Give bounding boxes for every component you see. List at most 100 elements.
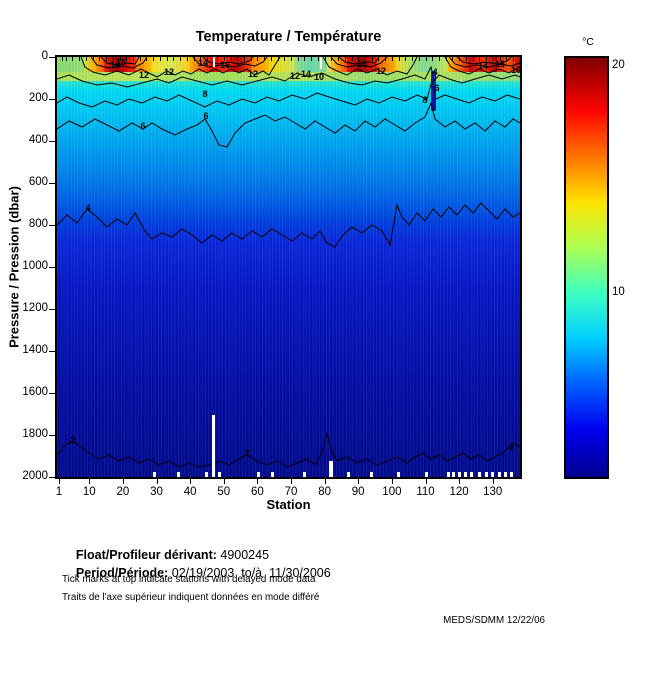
missing-data-gaps <box>57 57 520 477</box>
y-axis-label: Pressure / Pression (dbar) <box>6 186 22 348</box>
contour-label: 8 <box>422 95 427 105</box>
data-gap-bottom <box>218 472 221 477</box>
delayed-mode-tick <box>166 57 168 61</box>
x-tick <box>156 479 158 484</box>
delayed-mode-tick <box>223 57 225 61</box>
delayed-mode-tick <box>438 57 440 61</box>
x-tick-label: 20 <box>116 486 130 498</box>
data-gap-bottom <box>177 472 180 477</box>
y-tick-label: 1600 <box>22 386 48 398</box>
x-tick <box>59 479 60 484</box>
surface-temp-segment <box>377 57 395 72</box>
delayed-mode-tick <box>237 57 239 61</box>
delayed-mode-tick <box>133 57 134 61</box>
contour-level-14 <box>90 57 148 69</box>
delayed-mode-tick <box>139 57 141 61</box>
contour-level-16 <box>456 57 512 65</box>
delayed-mode-tick <box>506 57 508 61</box>
data-gap-bottom <box>257 472 260 477</box>
x-tick <box>291 479 292 484</box>
contour-level-14 <box>192 57 268 68</box>
colorbar <box>564 56 609 479</box>
y-tick-label: 1200 <box>22 302 48 314</box>
delayed-mode-tick <box>358 57 360 61</box>
x-tick-label: 30 <box>150 486 163 498</box>
y-tick-label: 400 <box>28 134 48 146</box>
contour-level-2 <box>57 432 520 468</box>
y-tick-label: 800 <box>28 218 48 230</box>
y-tick-label: 2000 <box>22 470 48 482</box>
x-tick-label: 50 <box>217 486 231 498</box>
data-gap-bottom <box>452 472 455 477</box>
y-tick <box>49 393 55 394</box>
delayed-mode-tick <box>153 57 155 61</box>
y-tick <box>49 309 55 310</box>
surface-temp-segment <box>269 57 295 72</box>
contour-label: 12 <box>376 66 386 76</box>
period-line: Period/Période: 02/19/2003 to/à 11/30/20… <box>62 552 331 594</box>
data-gap-bottom <box>303 472 306 477</box>
x-tick <box>190 479 192 484</box>
delayed-mode-tick <box>351 57 353 61</box>
plot-frame: 14 16 12 12 14 16 12 12 14 10 16 12 4 6 14 16 10 8 8 6 6 4 2 2 2 <box>55 55 522 479</box>
contour-label: 14 <box>478 61 488 71</box>
y-tick <box>49 225 55 226</box>
delayed-mode-tick <box>250 57 252 61</box>
delayed-mode-tick <box>304 57 306 61</box>
delayed-mode-tick <box>452 57 454 61</box>
contour-level-12 <box>80 57 281 78</box>
temperature-field <box>57 57 520 477</box>
delayed-mode-tick <box>106 57 108 61</box>
delayed-mode-tick <box>112 57 114 61</box>
data-gap-bottom <box>510 472 513 477</box>
data-gap-bottom <box>491 472 494 477</box>
surface-temp-segment <box>152 57 189 72</box>
delayed-mode-tick <box>193 57 195 61</box>
y-tick-label: 200 <box>28 92 48 104</box>
contour-level-16 <box>202 57 254 65</box>
data-gap-top <box>320 57 322 69</box>
x-tick-label: 130 <box>483 486 503 498</box>
delayed-mode-ticks <box>57 57 521 69</box>
data-gap-top <box>213 57 215 67</box>
delayed-mode-tick <box>200 57 202 61</box>
contour-label: 2 <box>244 448 249 458</box>
delayed-mode-tick <box>119 57 121 61</box>
delayed-mode-tick <box>297 57 299 61</box>
contour-label: 12 <box>248 69 258 79</box>
x-tick-label: 70 <box>284 486 298 498</box>
x-axis-label: Station <box>266 497 311 512</box>
delayed-mode-tick <box>479 57 481 61</box>
x-tick <box>358 479 360 484</box>
colorbar-unit-label: °C <box>582 36 594 48</box>
contour-label: 6 <box>434 83 439 93</box>
delayed-mode-tick <box>365 57 366 61</box>
delayed-mode-tick <box>72 57 74 61</box>
delayed-mode-tick <box>230 57 232 61</box>
y-tick <box>49 57 55 58</box>
x-tick-label: 40 <box>183 486 197 498</box>
x-tick-label: 60 <box>250 486 264 498</box>
delayed-mode-tick <box>418 57 420 61</box>
delayed-mode-tick <box>159 57 161 61</box>
data-gap-bottom <box>370 472 373 477</box>
contour-label: 4 <box>85 203 90 213</box>
y-tick <box>49 351 55 352</box>
delayed-mode-tick <box>277 57 279 61</box>
contour-level-12 <box>322 57 418 76</box>
data-gap-bottom <box>464 472 467 477</box>
delayed-mode-tick <box>62 57 64 61</box>
delayed-mode-tick <box>492 57 494 61</box>
delayed-mode-tick <box>79 57 81 61</box>
delayed-mode-tick <box>317 57 319 61</box>
x-tick-label: 1 <box>55 486 63 498</box>
period-value: 02/19/2003 to/à 11/30/2006 <box>168 566 331 580</box>
delayed-mode-tick <box>257 57 259 61</box>
y-tick <box>49 435 55 436</box>
delayed-mode-tick <box>371 57 373 61</box>
y-tick-label: 0 <box>41 50 48 62</box>
x-tick <box>324 479 326 484</box>
y-tick <box>49 99 55 100</box>
x-tick-label: 100 <box>382 486 402 498</box>
data-gap <box>329 461 333 477</box>
